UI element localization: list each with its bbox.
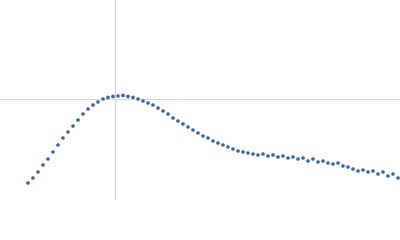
data-point bbox=[111, 94, 115, 99]
data-point bbox=[61, 136, 65, 140]
data-point bbox=[396, 176, 400, 180]
data-point bbox=[176, 119, 180, 123]
data-point bbox=[261, 152, 265, 156]
data-point bbox=[336, 161, 340, 165]
data-point bbox=[156, 106, 160, 110]
data-point bbox=[91, 103, 95, 107]
data-point bbox=[126, 94, 130, 99]
data-point bbox=[136, 97, 140, 101]
data-point bbox=[331, 162, 335, 166]
data-point bbox=[266, 154, 270, 158]
data-point bbox=[206, 136, 210, 140]
data-point bbox=[31, 176, 35, 180]
data-point bbox=[86, 107, 90, 111]
data-point bbox=[171, 116, 175, 120]
data-point bbox=[286, 156, 290, 160]
data-point bbox=[311, 157, 315, 161]
data-point bbox=[166, 112, 170, 116]
data-point bbox=[221, 143, 225, 147]
data-point bbox=[201, 134, 205, 138]
data-point bbox=[96, 100, 100, 104]
data-point bbox=[211, 139, 215, 143]
data-point bbox=[81, 112, 85, 116]
data-point bbox=[341, 164, 345, 168]
data-point bbox=[301, 156, 305, 160]
data-point bbox=[141, 99, 145, 103]
data-point bbox=[121, 93, 125, 98]
data-point bbox=[356, 169, 360, 173]
data-point bbox=[151, 103, 155, 107]
data-point bbox=[386, 174, 390, 178]
data-point bbox=[256, 153, 260, 157]
data-point bbox=[296, 157, 300, 161]
chart bbox=[0, 0, 400, 200]
data-point bbox=[36, 170, 40, 174]
data-point bbox=[41, 163, 45, 167]
data-point bbox=[306, 159, 310, 163]
data-point bbox=[181, 122, 185, 126]
data-point bbox=[351, 167, 355, 171]
data-point bbox=[236, 149, 240, 153]
data-point bbox=[66, 130, 70, 134]
data-point bbox=[161, 109, 165, 113]
data-point bbox=[251, 152, 255, 156]
data-point bbox=[346, 165, 350, 169]
data-point bbox=[271, 153, 275, 157]
data-point bbox=[291, 155, 295, 159]
data-point bbox=[361, 168, 365, 172]
data-point bbox=[231, 147, 235, 151]
data-point bbox=[131, 95, 135, 100]
data-point bbox=[46, 157, 50, 161]
data-point bbox=[381, 170, 385, 174]
data-point bbox=[326, 161, 330, 165]
data-point bbox=[276, 155, 280, 159]
data-point bbox=[281, 154, 285, 158]
data-point bbox=[241, 150, 245, 154]
data-point bbox=[371, 169, 375, 173]
data-point bbox=[76, 118, 80, 122]
data-point bbox=[196, 131, 200, 135]
data-point bbox=[26, 181, 30, 185]
data-point bbox=[226, 145, 230, 149]
data-point bbox=[146, 101, 150, 105]
data-point bbox=[116, 94, 120, 98]
data-point bbox=[216, 141, 220, 145]
data-point bbox=[316, 160, 320, 164]
data-point bbox=[186, 125, 190, 129]
data-point bbox=[101, 97, 105, 101]
data-point bbox=[51, 150, 55, 154]
data-point bbox=[246, 151, 250, 155]
data-point bbox=[71, 124, 75, 128]
data-point bbox=[56, 143, 60, 147]
data-point bbox=[191, 128, 195, 132]
data-point bbox=[366, 170, 370, 174]
data-point bbox=[391, 172, 395, 176]
data-point bbox=[106, 95, 110, 100]
data-point bbox=[321, 159, 325, 163]
data-point bbox=[376, 172, 380, 176]
